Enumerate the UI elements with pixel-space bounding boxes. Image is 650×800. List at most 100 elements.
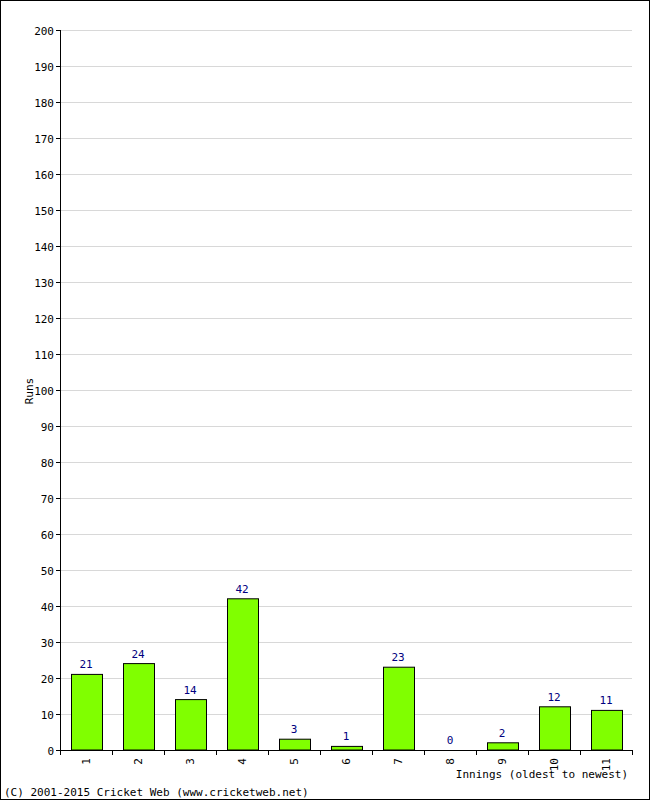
x-tick [60,750,61,755]
bars [72,599,623,750]
y-tick-label: 30 [41,637,54,650]
data-label: 11 [599,694,612,707]
grid-line [60,750,632,751]
y-tick [56,642,60,643]
x-tick [320,750,321,755]
y-tick-label: 170 [34,133,54,146]
y-tick-label: 150 [34,205,54,218]
bar [228,599,259,750]
data-label: 14 [183,684,197,697]
x-tick-label: 9 [496,758,509,765]
grid-line [60,606,632,607]
data-label: 21 [79,658,92,671]
y-tick-label: 90 [41,421,54,434]
y-tick-label: 120 [34,313,54,326]
y-tick [56,66,60,67]
bar [540,707,571,750]
credit: (C) 2001-2015 Cricket Web (www.cricketwe… [4,786,309,799]
data-label: 0 [447,734,454,747]
x-tick-end [632,750,633,755]
y-tick-label: 180 [34,97,54,110]
y-tick [56,246,60,247]
grid-line [60,498,632,499]
data-label: 2 [499,727,506,740]
x-tick [476,750,477,755]
x-tick-label: 3 [184,758,197,765]
y-tick-label: 200 [34,25,54,38]
grid-line [60,30,632,31]
y-tick-label: 0 [47,745,54,758]
y-tick-label: 160 [34,169,54,182]
grid-line [60,642,632,643]
data-label: 42 [235,583,248,596]
x-tick-label: 5 [288,758,301,765]
grid-line [60,210,632,211]
x-tick [112,750,113,755]
y-tick [56,390,60,391]
y-tick [56,138,60,139]
y-tick [56,426,60,427]
y-tick [56,606,60,607]
x-tick [268,750,269,755]
frame [1,1,650,800]
x-axis-title: Innings (oldest to newest) [456,768,628,781]
grid-line [60,138,632,139]
x-tick-label: 8 [444,758,457,765]
grid-line [60,426,632,427]
y-tick [56,714,60,715]
y-tick-label: 50 [41,565,54,578]
bar [124,664,155,750]
grid-line [60,534,632,535]
y-tick [56,282,60,283]
grid-line [60,246,632,247]
x-axis [60,750,632,751]
y-tick-label: 100 [34,385,54,398]
x-tick [372,750,373,755]
y-tick [56,678,60,679]
y-tick [56,30,60,31]
y-axis [60,30,61,750]
y-tick-label: 10 [41,709,54,722]
y-tick [56,210,60,211]
y-tick [56,498,60,499]
data-label: 24 [131,648,145,661]
y-tick [56,354,60,355]
y-tick-label: 110 [34,349,54,362]
y-tick-label: 130 [34,277,54,290]
y-tick-label: 20 [41,673,54,686]
y-tick-label: 190 [34,61,54,74]
grid-line [60,282,632,283]
data-label: 1 [343,730,350,743]
x-tick-label: 1 [80,758,93,765]
x-tick [164,750,165,755]
y-tick-label: 140 [34,241,54,254]
y-tick-label: 40 [41,601,54,614]
bar [176,700,207,750]
bar [332,746,363,750]
bar [72,674,103,750]
bar [488,743,519,750]
y-tick-label: 70 [41,493,54,506]
chart: 0102030405060708090100110120130140150160… [0,0,650,800]
grid-line [60,390,632,391]
data-label: 23 [391,651,404,664]
grid-line [60,570,632,571]
y-tick-label: 60 [41,529,54,542]
bar [280,739,311,750]
grid-line [60,66,632,67]
x-tick-label: 7 [392,758,405,765]
y-tick [56,534,60,535]
y-tick-label: 80 [41,457,54,470]
y-tick [56,102,60,103]
grid-line [60,102,632,103]
data-label: 12 [547,691,560,704]
y-axis-title: Runs [23,378,36,405]
y-tick [56,462,60,463]
y-tick [56,174,60,175]
grid-line [60,462,632,463]
x-tick [216,750,217,755]
y-tick [56,318,60,319]
x-tick-label: 6 [340,758,353,765]
grid-line [60,318,632,319]
grid-line [60,354,632,355]
